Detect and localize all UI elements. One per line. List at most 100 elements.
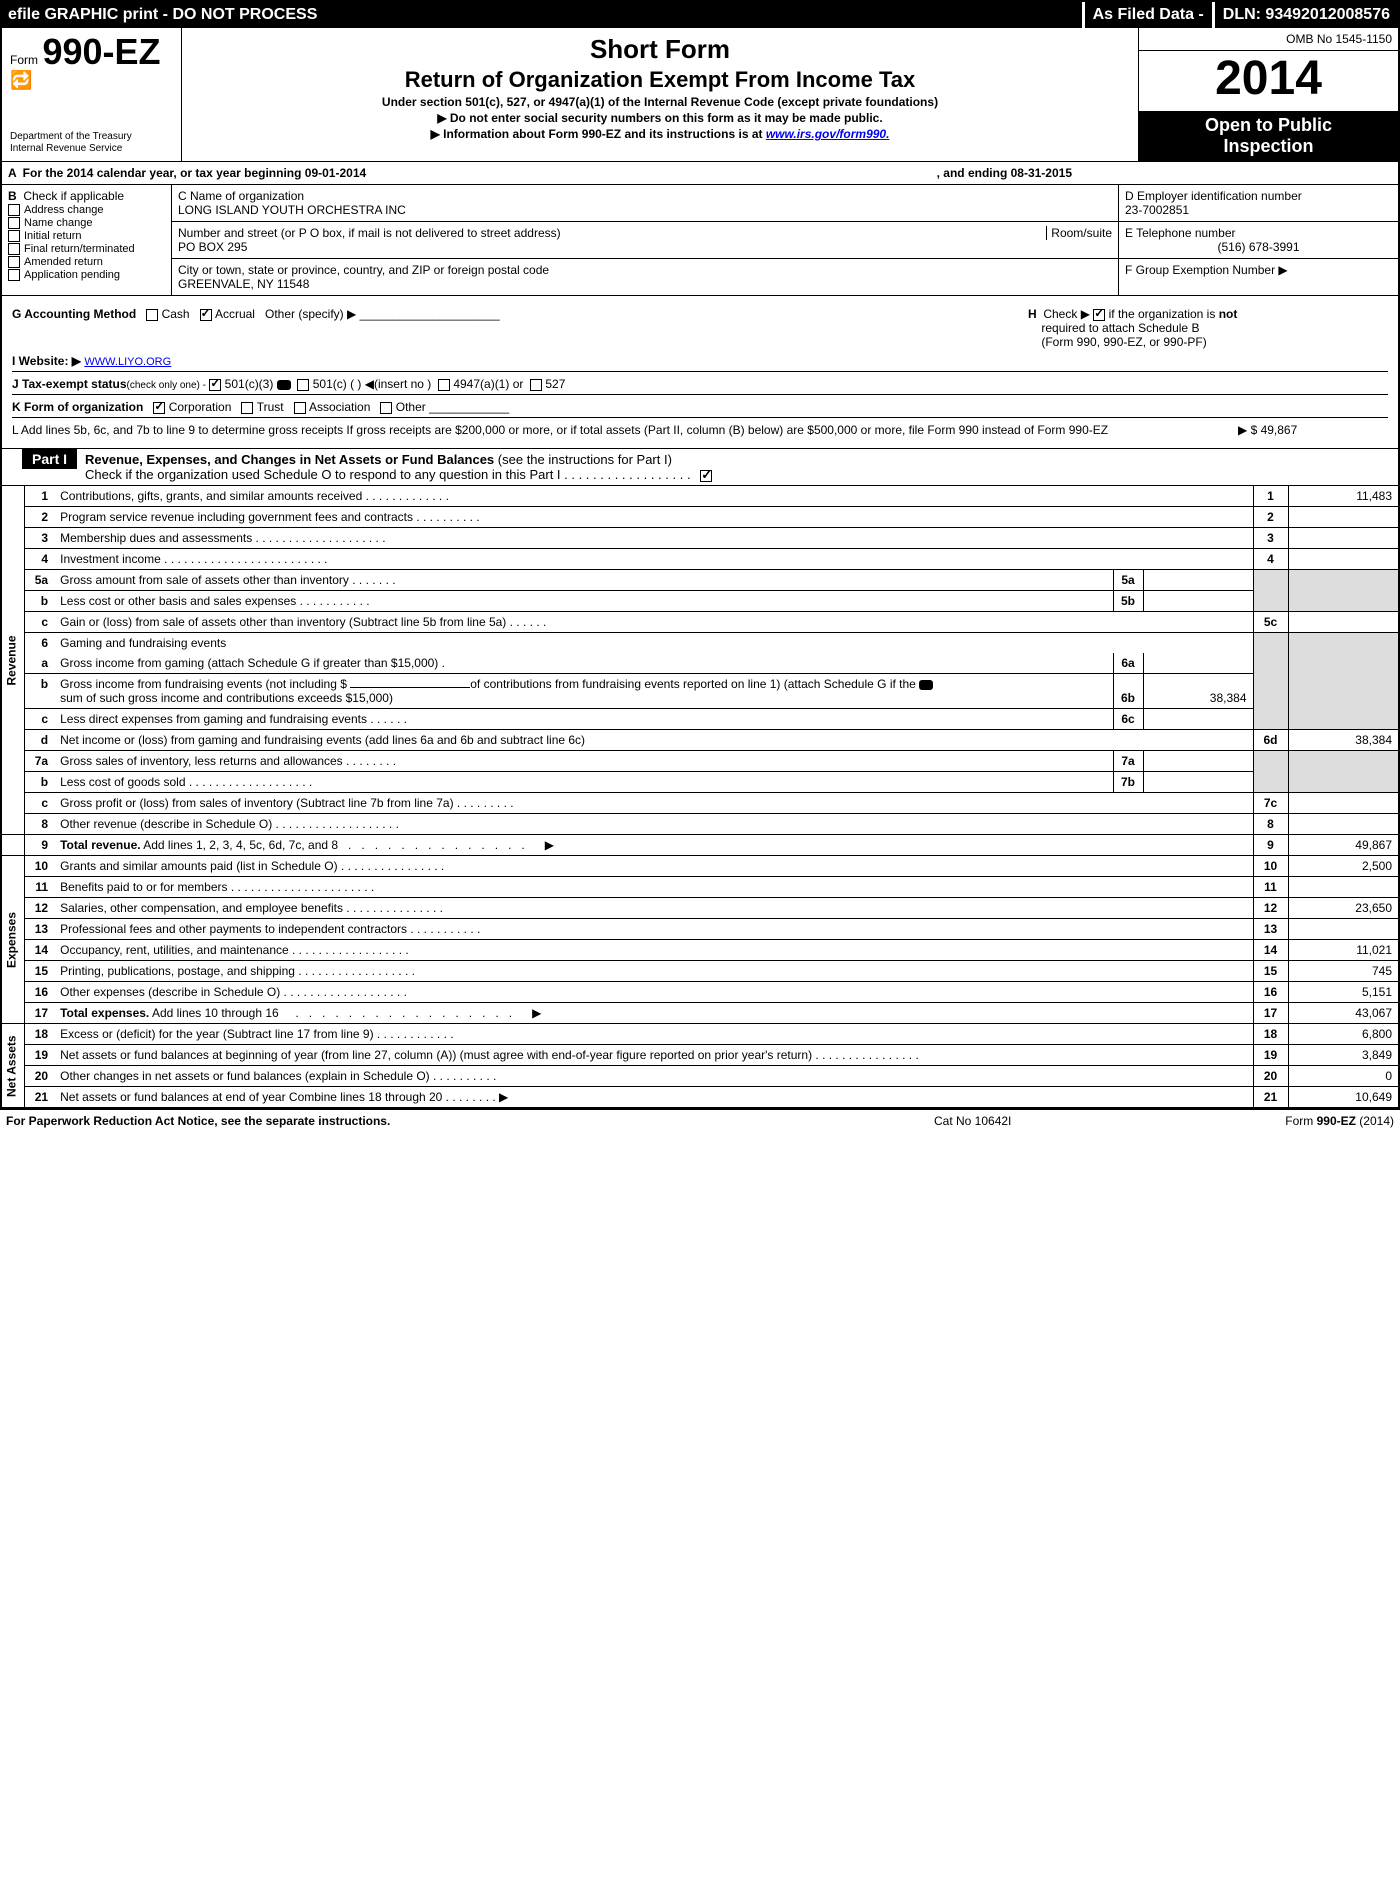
chk-501c[interactable] (297, 379, 309, 391)
table-row: bLess cost or other basis and sales expe… (2, 591, 1398, 612)
form-ref: Form 990-EZ (2014) (1194, 1114, 1394, 1128)
table-row: 15Printing, publications, postage, and s… (2, 961, 1398, 982)
chk-accrual[interactable] (200, 309, 212, 321)
amt-1: 11,483 (1288, 486, 1398, 507)
revenue-side-label: Revenue (2, 486, 24, 835)
table-row: 19Net assets or fund balances at beginni… (2, 1045, 1398, 1066)
chk-527[interactable] (530, 379, 542, 391)
website-link[interactable]: WWW.LIYO.ORG (84, 356, 171, 368)
amt-6d: 38,384 (1288, 730, 1398, 751)
info-line: ▶ Information about Form 990-EZ and its … (190, 127, 1130, 141)
chk-initial-return[interactable] (8, 230, 20, 242)
table-row: bLess cost of goods sold . . . . . . . .… (2, 772, 1398, 793)
chk-other-org[interactable] (380, 402, 392, 414)
form-prefix: Form (10, 53, 38, 67)
table-row: 13Professional fees and other payments t… (2, 919, 1398, 940)
table-row: 5aGross amount from sale of assets other… (2, 570, 1398, 591)
paperwork-notice: For Paperwork Reduction Act Notice, see … (6, 1114, 934, 1128)
table-row: 17Total expenses. Add lines 10 through 1… (2, 1003, 1398, 1024)
netassets-side-label: Net Assets (2, 1024, 24, 1108)
irs-link[interactable]: www.irs.gov/form990. (766, 127, 890, 141)
chk-schedule-o[interactable] (700, 470, 712, 482)
chk-final-return[interactable] (8, 243, 20, 255)
dln-number: DLN: 93492012008576 (1215, 2, 1398, 28)
form-container: efile GRAPHIC print - DO NOT PROCESS As … (0, 0, 1400, 1110)
dept-treasury: Department of the Treasury (10, 131, 173, 143)
table-row: b Gross income from fundraising events (… (2, 674, 1398, 709)
expenses-side-label: Expenses (2, 856, 24, 1024)
ssn-warning: ▶ Do not enter social security numbers o… (190, 111, 1130, 125)
line-l-amount: ▶ $ 49,867 (1238, 423, 1388, 437)
table-row: cGain or (loss) from sale of assets othe… (2, 612, 1398, 633)
org-name: LONG ISLAND YOUTH ORCHESTRA INC (178, 203, 1112, 217)
table-row: Net Assets18Excess or (deficit) for the … (2, 1024, 1398, 1045)
as-filed-label: As Filed Data - (1082, 2, 1215, 28)
table-row: 20Other changes in net assets or fund ba… (2, 1066, 1398, 1087)
form-number: 990-EZ (42, 31, 160, 72)
table-row: aGross income from gaming (attach Schedu… (2, 653, 1398, 674)
table-row: 6Gaming and fundraising events (2, 633, 1398, 654)
form-title-block: Short Form Return of Organization Exempt… (182, 28, 1138, 161)
table-row: dNet income or (loss) from gaming and fu… (2, 730, 1398, 751)
chk-address-change[interactable] (8, 204, 20, 216)
table-row: 16Other expenses (describe in Schedule O… (2, 982, 1398, 1003)
entity-info-row: B Check if applicable Address change Nam… (2, 185, 1398, 296)
link-icon (919, 680, 933, 690)
chk-corporation[interactable] (153, 402, 165, 414)
ein: 23-7002851 (1125, 203, 1392, 217)
chk-association[interactable] (294, 402, 306, 414)
link-icon (277, 380, 291, 390)
table-row: 21Net assets or fund balances at end of … (2, 1087, 1398, 1108)
part-1-table: Revenue 1 Contributions, gifts, grants, … (2, 486, 1398, 1108)
table-row: 12Salaries, other compensation, and empl… (2, 898, 1398, 919)
tax-year: 2014 (1139, 51, 1398, 111)
lines-g-to-l: G Accounting Method Cash Accrual Other (… (2, 296, 1398, 448)
page-footer: For Paperwork Reduction Act Notice, see … (0, 1110, 1400, 1132)
table-row: Revenue 1 Contributions, gifts, grants, … (2, 486, 1398, 507)
col-c-org-info: C Name of organization LONG ISLAND YOUTH… (172, 185, 1118, 295)
table-row: 2Program service revenue including gover… (2, 507, 1398, 528)
cat-number: Cat No 10642I (934, 1114, 1194, 1128)
amt-17: 43,067 (1288, 1003, 1398, 1024)
table-row: Expenses10Grants and similar amounts pai… (2, 856, 1398, 877)
open-inspection: Open to Public Inspection (1139, 111, 1398, 161)
line-a: A For the 2014 calendar year, or tax yea… (2, 162, 1398, 185)
org-street: PO BOX 295 (178, 240, 1112, 254)
col-d-ids: D Employer identification number 23-7002… (1118, 185, 1398, 295)
table-row: 8Other revenue (describe in Schedule O) … (2, 814, 1398, 835)
org-city: GREENVALE, NY 11548 (178, 277, 1112, 291)
table-row: 11Benefits paid to or for members . . . … (2, 877, 1398, 898)
efile-notice: efile GRAPHIC print - DO NOT PROCESS (2, 2, 1082, 28)
chk-501c3[interactable] (209, 379, 221, 391)
chk-4947[interactable] (438, 379, 450, 391)
return-title: Return of Organization Exempt From Incom… (190, 67, 1130, 93)
chk-application-pending[interactable] (8, 269, 20, 281)
chk-cash[interactable] (146, 309, 158, 321)
form-header: Form 990-EZ 🔁 Department of the Treasury… (2, 28, 1398, 162)
table-row: 14Occupancy, rent, utilities, and mainte… (2, 940, 1398, 961)
line-l-text: L Add lines 5b, 6c, and 7b to line 9 to … (12, 423, 1238, 437)
dept-irs: Internal Revenue Service (10, 143, 173, 155)
part-1-header: Part I Revenue, Expenses, and Changes in… (2, 448, 1398, 486)
table-row: cLess direct expenses from gaming and fu… (2, 709, 1398, 730)
group-exemption: F Group Exemption Number ▶ (1125, 263, 1288, 277)
table-row: 4Investment income . . . . . . . . . . .… (2, 549, 1398, 570)
form-id-block: Form 990-EZ 🔁 Department of the Treasury… (2, 28, 182, 161)
table-row: 7aGross sales of inventory, less returns… (2, 751, 1398, 772)
amt-9: 49,867 (1288, 835, 1398, 856)
chk-amended-return[interactable] (8, 256, 20, 268)
amt-21: 10,649 (1288, 1087, 1398, 1108)
col-b-checkboxes: B Check if applicable Address change Nam… (2, 185, 172, 295)
short-form-title: Short Form (190, 34, 1130, 65)
header-right: OMB No 1545-1150 2014 Open to Public Ins… (1138, 28, 1398, 161)
table-row: 9Total revenue. Add lines 1, 2, 3, 4, 5c… (2, 835, 1398, 856)
top-bar: efile GRAPHIC print - DO NOT PROCESS As … (2, 2, 1398, 28)
telephone: (516) 678-3991 (1125, 240, 1392, 254)
table-row: 3Membership dues and assessments . . . .… (2, 528, 1398, 549)
chk-schedule-b[interactable] (1093, 309, 1105, 321)
table-row: cGross profit or (loss) from sales of in… (2, 793, 1398, 814)
amt-6b: 38,384 (1143, 674, 1253, 709)
chk-trust[interactable] (241, 402, 253, 414)
chk-name-change[interactable] (8, 217, 20, 229)
omb-number: OMB No 1545-1150 (1139, 28, 1398, 51)
